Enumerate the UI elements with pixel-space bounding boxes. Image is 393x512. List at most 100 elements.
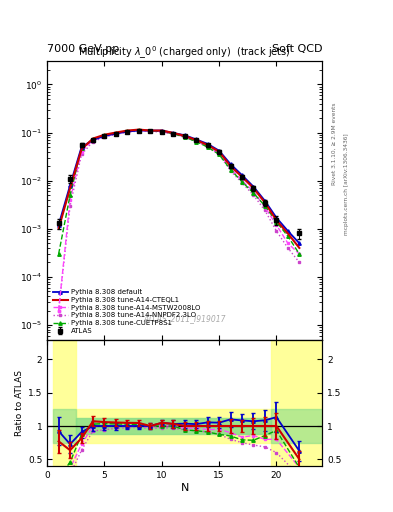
Pythia 8.308 default [68,182,72,188]
Pythia 8.308 tune-CUETP8S1 [182,134,187,140]
Pythia 8.308 default [263,198,267,204]
Pythia 8.308 tune-CUETP8S1 [228,166,233,173]
Pythia 8.308 tune-A14-NNPDF2.3LO [205,144,210,150]
Pythia 8.308 tune-A14-CTEQL1 [114,130,118,136]
Pythia 8.308 tune-A14-MSTW2008LO [240,178,244,184]
Pythia 8.308 tune-A14-MSTW2008LO [160,129,164,135]
Line: Pythia 8.308 tune-A14-NNPDF2.3LO: Pythia 8.308 tune-A14-NNPDF2.3LO [57,130,301,312]
Pythia 8.308 tune-A14-CTEQL1 [79,146,84,152]
Pythia 8.308 tune-CUETP8S1 [68,192,72,198]
Pythia 8.308 tune-A14-MSTW2008LO [297,251,302,257]
Pythia 8.308 default [205,141,210,147]
Pythia 8.308 tune-A14-MSTW2008LO [263,204,267,210]
Pythia 8.308 default [274,215,279,221]
Pythia 8.308 tune-CUETP8S1 [205,144,210,150]
Pythia 8.308 tune-A14-CTEQL1 [56,226,61,232]
Pythia 8.308 tune-A14-CTEQL1 [205,142,210,148]
Pythia 8.308 tune-A14-CTEQL1 [217,148,222,155]
Pythia 8.308 tune-A14-CTEQL1 [228,163,233,169]
Pythia 8.308 tune-A14-MSTW2008LO [217,150,222,156]
Text: mcplots.cern.ch [arXiv:1306.3436]: mcplots.cern.ch [arXiv:1306.3436] [344,134,349,235]
Pythia 8.308 tune-A14-CTEQL1 [285,230,290,237]
Pythia 8.308 tune-A14-MSTW2008LO [91,137,95,143]
Pythia 8.308 tune-A14-MSTW2008LO [56,308,61,314]
Bar [271,339,328,466]
Text: ATLAS_2011_I919017: ATLAS_2011_I919017 [143,314,226,323]
Pythia 8.308 default [114,131,118,137]
Pythia 8.308 default [251,184,256,190]
Pythia 8.308 default [182,132,187,138]
Pythia 8.308 tune-A14-CTEQL1 [125,127,130,134]
Pythia 8.308 tune-A14-NNPDF2.3LO [114,131,118,137]
Pythia 8.308 tune-A14-CTEQL1 [194,137,198,143]
Pythia 8.308 tune-A14-CTEQL1 [102,132,107,138]
Pythia 8.308 tune-A14-MSTW2008LO [205,143,210,150]
Bar [76,418,271,434]
Pythia 8.308 tune-A14-NNPDF2.3LO [228,168,233,174]
Pythia 8.308 tune-A14-NNPDF2.3LO [297,260,302,266]
Pythia 8.308 default [285,228,290,234]
Text: Rivet 3.1.10, ≥ 2.9M events: Rivet 3.1.10, ≥ 2.9M events [332,102,337,185]
Pythia 8.308 default [217,147,222,154]
Text: 7000 GeV pp: 7000 GeV pp [47,44,119,54]
Pythia 8.308 default [91,137,95,143]
Line: Pythia 8.308 default: Pythia 8.308 default [57,129,301,245]
Pythia 8.308 tune-A14-MSTW2008LO [182,134,187,140]
Pythia 8.308 tune-A14-CTEQL1 [160,127,164,134]
Pythia 8.308 tune-A14-MSTW2008LO [68,197,72,203]
Pythia 8.308 tune-CUETP8S1 [194,138,198,144]
Pythia 8.308 tune-A14-NNPDF2.3LO [194,138,198,144]
Pythia 8.308 tune-A14-MSTW2008LO [194,138,198,144]
Pythia 8.308 tune-A14-NNPDF2.3LO [182,134,187,140]
Legend: Pythia 8.308 default, Pythia 8.308 tune-A14-CTEQL1, Pythia 8.308 tune-A14-MSTW20: Pythia 8.308 default, Pythia 8.308 tune-… [51,287,202,336]
Pythia 8.308 tune-A14-NNPDF2.3LO [136,128,141,134]
Pythia 8.308 default [102,133,107,139]
Pythia 8.308 default [136,127,141,134]
Pythia 8.308 tune-A14-MSTW2008LO [274,222,279,228]
Pythia 8.308 tune-A14-NNPDF2.3LO [102,134,107,140]
Pythia 8.308 default [148,127,152,134]
Line: Pythia 8.308 tune-A14-CTEQL1: Pythia 8.308 tune-A14-CTEQL1 [59,130,299,248]
Bar [53,339,76,466]
Pythia 8.308 tune-A14-NNPDF2.3LO [171,131,176,137]
Pythia 8.308 tune-A14-CTEQL1 [251,185,256,191]
Pythia 8.308 tune-A14-CTEQL1 [136,126,141,133]
Pythia 8.308 tune-CUETP8S1 [171,131,176,137]
Pythia 8.308 tune-A14-CTEQL1 [91,136,95,142]
Pythia 8.308 tune-CUETP8S1 [297,251,302,257]
Line: Pythia 8.308 tune-A14-MSTW2008LO: Pythia 8.308 tune-A14-MSTW2008LO [57,129,301,312]
Pythia 8.308 tune-CUETP8S1 [125,128,130,134]
Pythia 8.308 tune-A14-MSTW2008LO [148,128,152,134]
Pythia 8.308 tune-CUETP8S1 [148,127,152,134]
Bar [271,410,328,443]
Pythia 8.308 tune-A14-CTEQL1 [297,245,302,251]
Pythia 8.308 tune-CUETP8S1 [56,251,61,257]
Pythia 8.308 tune-A14-NNPDF2.3LO [79,152,84,158]
Pythia 8.308 tune-A14-NNPDF2.3LO [125,129,130,135]
Pythia 8.308 tune-A14-NNPDF2.3LO [160,129,164,135]
Pythia 8.308 tune-A14-NNPDF2.3LO [285,245,290,251]
Pythia 8.308 tune-A14-CTEQL1 [240,174,244,180]
Pythia 8.308 tune-A14-CTEQL1 [171,130,176,136]
Pythia 8.308 tune-A14-MSTW2008LO [79,148,84,155]
Pythia 8.308 tune-A14-NNPDF2.3LO [274,228,279,234]
Pythia 8.308 tune-CUETP8S1 [217,152,222,158]
Pythia 8.308 tune-CUETP8S1 [274,219,279,225]
Pythia 8.308 tune-A14-CTEQL1 [274,217,279,223]
Line: Pythia 8.308 tune-CUETP8S1: Pythia 8.308 tune-CUETP8S1 [57,129,301,255]
Pythia 8.308 tune-CUETP8S1 [102,132,107,138]
Pythia 8.308 tune-A14-NNPDF2.3LO [148,128,152,134]
Pythia 8.308 default [125,129,130,135]
Pythia 8.308 tune-A14-CTEQL1 [148,127,152,134]
Pythia 8.308 tune-CUETP8S1 [263,203,267,209]
Pythia 8.308 tune-CUETP8S1 [114,130,118,136]
Pythia 8.308 tune-A14-MSTW2008LO [125,129,130,135]
Pythia 8.308 tune-A14-MSTW2008LO [171,131,176,137]
Title: Multiplicity $\lambda\_0^0$ (charged only)  (track jets): Multiplicity $\lambda\_0^0$ (charged onl… [79,45,291,61]
Pythia 8.308 tune-A14-CTEQL1 [68,185,72,191]
Pythia 8.308 tune-CUETP8S1 [240,179,244,185]
Pythia 8.308 tune-A14-CTEQL1 [182,133,187,139]
Bar [76,410,271,443]
Pythia 8.308 tune-A14-NNPDF2.3LO [240,180,244,186]
Pythia 8.308 tune-A14-NNPDF2.3LO [251,192,256,198]
